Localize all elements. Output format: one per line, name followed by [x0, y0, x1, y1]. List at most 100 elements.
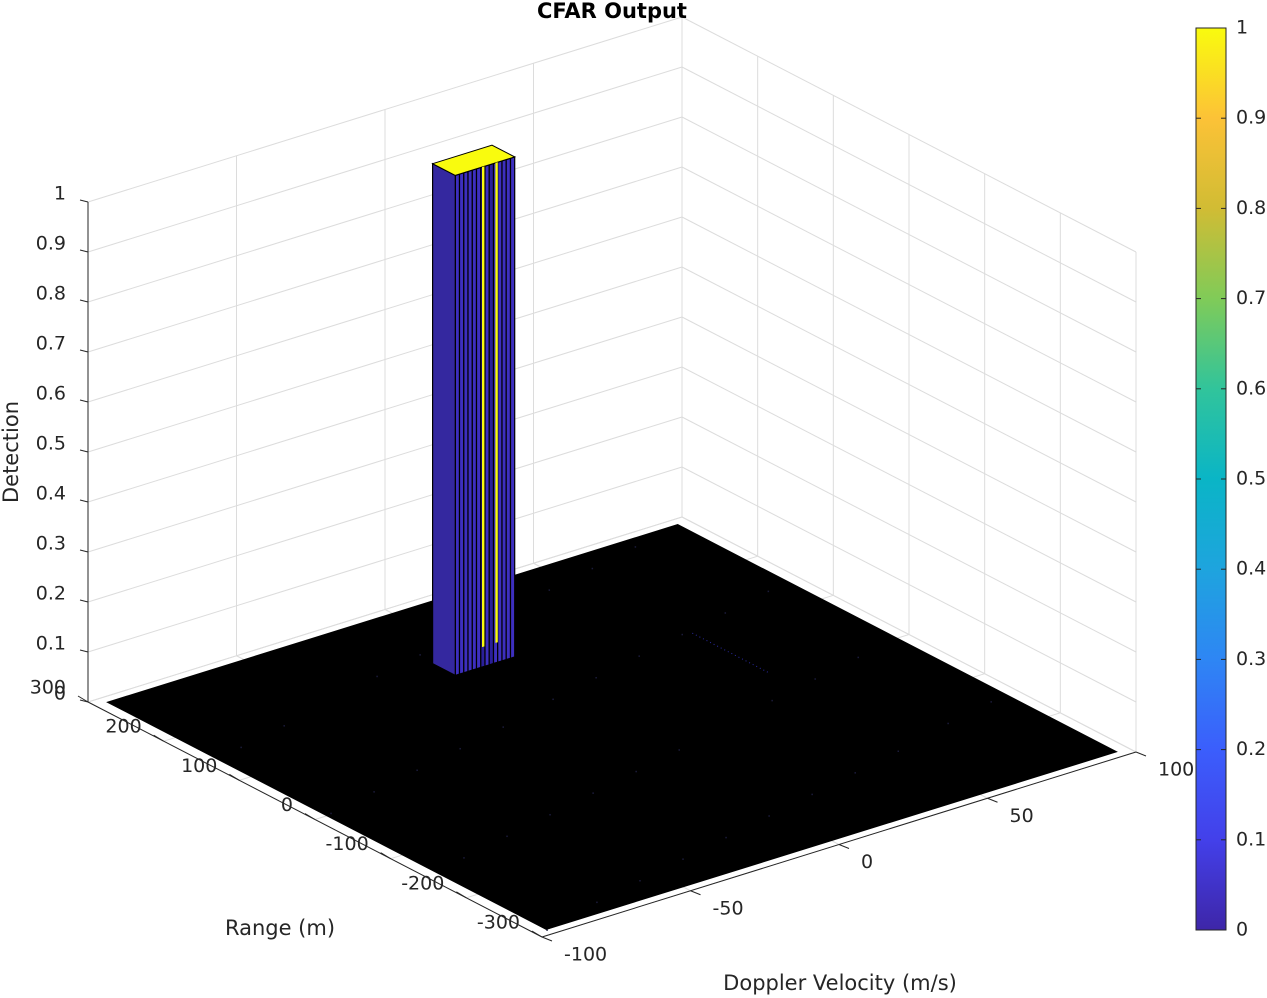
grid-line-right-wall-z [681, 466, 1137, 703]
colorbar-ticks: 0 0.1 0.2 0.3 0.4 0.5 0.6 0.7 0.8 0.9 1 [1196, 17, 1266, 941]
y-tick-mark [531, 930, 543, 938]
x-tick-mark [838, 844, 850, 849]
detection-strip [505, 157, 512, 661]
colorbar-tick-label: 0.1 [1236, 828, 1266, 850]
floor-speck [459, 747, 461, 750]
y-tick-label: -100 [326, 833, 369, 855]
y-tick-label: 0 [281, 794, 293, 816]
detection-strip [484, 164, 490, 668]
detection-strip [501, 158, 507, 662]
floor-speck [591, 567, 594, 570]
colorbar-tick-label: 0.2 [1236, 738, 1266, 760]
floor-speck [814, 678, 816, 680]
y-tick-mark [304, 813, 316, 820]
x-tick-label: 50 [1010, 805, 1034, 827]
floor-speck [724, 612, 727, 614]
floor-speck [635, 770, 637, 773]
grid-line-left-wall-z [87, 266, 683, 453]
z-tick-label: 0.6 [36, 383, 66, 405]
z-tick-mark [79, 399, 89, 403]
x-tick-mark [541, 936, 553, 942]
chart-title: CFAR Output [537, 0, 687, 23]
floor-speck [990, 701, 992, 703]
z-tick-label: 1 [54, 183, 66, 205]
surface-floor [106, 524, 1118, 930]
grid-line-right-wall-z [681, 366, 1137, 603]
z-tick-label: 0 [54, 683, 66, 705]
z-tick-label: 0.9 [36, 233, 66, 255]
y-tick-label: 200 [105, 716, 141, 738]
z-tick-label: 0.7 [36, 333, 66, 355]
z-tick-label: 0.8 [36, 283, 66, 305]
z-tick-label: 0.3 [36, 533, 66, 555]
floor-speck [330, 812, 332, 815]
y-tick-label: -200 [401, 872, 444, 894]
floor-speck [463, 857, 465, 859]
floor-speck [897, 750, 900, 753]
colorbar-tick-label: 0.7 [1236, 287, 1266, 309]
grid-line-right-wall-z [681, 16, 1137, 253]
z-tick-mark [79, 249, 89, 253]
z-tick-mark [79, 549, 89, 553]
y-tick-label: 300 [30, 677, 66, 699]
floor-speck [947, 722, 949, 725]
grid-line-left-wall-z [87, 166, 683, 353]
grid-line-right-wall-z [681, 316, 1137, 553]
x-tick-mark [690, 890, 701, 896]
z-tick-label: 0.5 [36, 433, 66, 455]
grid-line-right-wall-z [681, 116, 1137, 353]
y-tick-mark [380, 852, 391, 860]
z-tick-label: 0.2 [36, 583, 66, 605]
colorbar-tick-label: 1 [1236, 17, 1248, 39]
detection-strip [454, 173, 461, 677]
z-tick-mark [79, 299, 89, 303]
x-tick-label: -100 [564, 944, 607, 966]
grid-line-left-wall-z [87, 466, 683, 653]
y-tick-mark [77, 695, 89, 703]
floor-speck [639, 880, 641, 882]
grid-line-left-wall-z [87, 116, 683, 303]
colorbar: 0 0.1 0.2 0.3 0.4 0.5 0.6 0.7 0.8 0.9 1 [1195, 17, 1266, 941]
y-tick-mark [456, 891, 467, 899]
floor-speck [416, 769, 418, 772]
floor-speck [634, 546, 637, 548]
floor-speck [373, 791, 375, 793]
floor-speck [811, 793, 813, 796]
z-tick-mark [79, 649, 89, 653]
detection-strip [458, 171, 465, 675]
grid-line-left-wall-z [87, 316, 683, 503]
x-axis-label: Doppler Velocity (m/s) [723, 971, 957, 995]
x-tick-mark [1135, 751, 1147, 757]
colorbar-tick-label: 0.3 [1236, 648, 1266, 670]
detection-strip [475, 166, 482, 670]
floor-speck [592, 792, 594, 794]
floor-speck [681, 633, 683, 636]
detection-strip [509, 156, 516, 660]
floor-speck [638, 655, 640, 657]
floor-speck [596, 901, 598, 904]
colorbar-tick-label: 0.8 [1236, 197, 1266, 219]
colorbar-tick-label: 0 [1236, 919, 1248, 941]
floor-speck [548, 589, 551, 591]
colorbar-tick-label: 0.6 [1236, 377, 1266, 399]
floor-speck [857, 656, 859, 659]
z-tick-mark [79, 199, 89, 203]
y-axis-label: Range (m) [225, 916, 335, 940]
ticks-layer: 0 0.1 0.2 0.3 0.4 0.5 0.6 0.7 0.8 0.9 1 -300 -200 -10… [30, 183, 1195, 966]
grid-line-left-wall-z [87, 16, 683, 203]
detection-strip [463, 170, 469, 674]
colorbar-tick-label: 0.5 [1236, 468, 1266, 490]
grid-line-right-wall-z [681, 66, 1137, 303]
detection-peak [495, 162, 498, 643]
floor-speck [768, 815, 770, 817]
floor-speck [682, 858, 684, 860]
grid-line-left-wall-z [87, 366, 683, 553]
grid-line-left-wall-z [87, 216, 683, 403]
x-tick-label: -50 [713, 897, 744, 919]
z-tick-mark [79, 449, 89, 453]
grid-line-right-wall-z [681, 416, 1137, 653]
grid-line-right-wall-z [681, 266, 1137, 503]
floor-speck [552, 698, 554, 701]
floor-speck [854, 772, 856, 774]
x-tick-mark [987, 797, 998, 803]
